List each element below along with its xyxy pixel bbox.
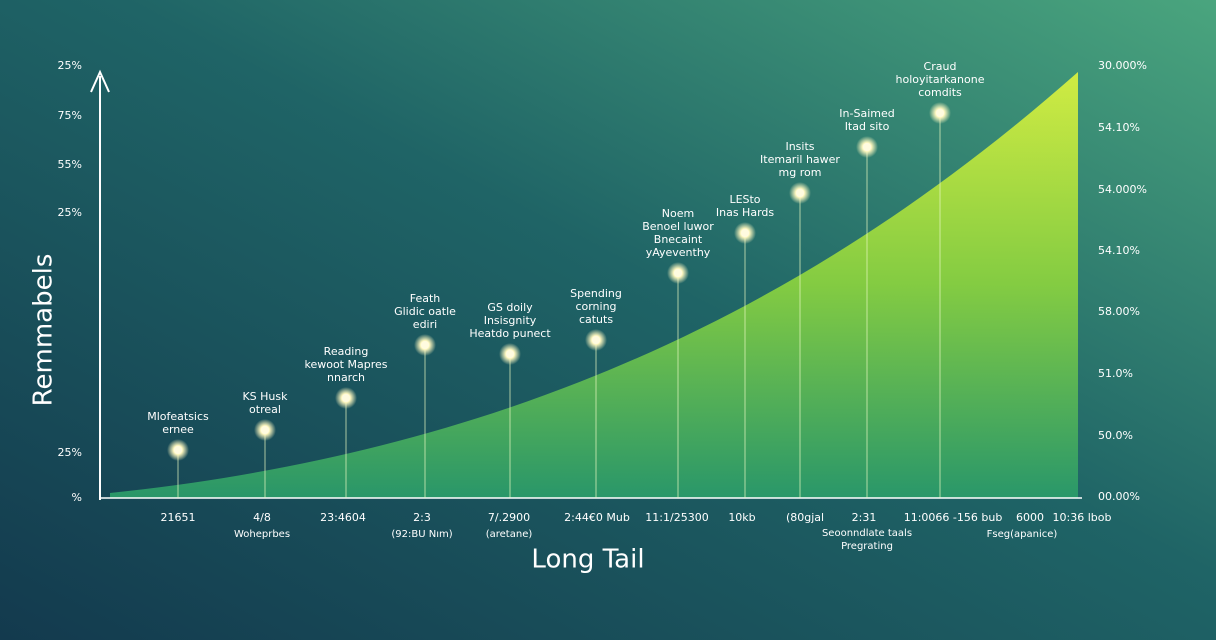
right-axis-label: 54.10% (1098, 244, 1140, 257)
right-axis-label: 58.00% (1098, 305, 1140, 318)
callout-point (174, 446, 182, 454)
callout-label: Noem (662, 207, 694, 220)
callout-label: holoyitarkanone (896, 73, 985, 86)
long-tail-curve (110, 72, 1078, 498)
callout-label: Spending (570, 287, 622, 300)
callout-label: Inas Hards (716, 206, 775, 219)
x-sublabel: Seoonndlate taals (822, 528, 912, 539)
callout-label: ediri (413, 318, 437, 331)
left-axis-label: % (72, 491, 82, 504)
x-label: 7/.2900 (488, 511, 530, 524)
callout-label: KS Husk (242, 390, 288, 403)
callout-label: Heatdo punect (469, 327, 551, 340)
callout-label: otreal (249, 403, 281, 416)
callout-point (506, 350, 514, 358)
right-axis-label: 54.10% (1098, 121, 1140, 134)
left-axis-label: 25% (58, 206, 82, 219)
x-label: 11:0066 -156 bub (904, 511, 1003, 524)
x-axis-title: Long Tail (531, 545, 644, 575)
callout-point (796, 189, 804, 197)
callout-label: mg rom (779, 166, 822, 179)
callout-point (936, 109, 944, 117)
callout-label: kewoot Mapres (304, 358, 387, 371)
right-axis-label: 54.000% (1098, 183, 1147, 196)
callout-point (741, 229, 749, 237)
right-axis-label: 51.0% (1098, 367, 1133, 380)
callout-point (261, 426, 269, 434)
x-label: 2:3 (413, 511, 431, 524)
x-sublabel: Woheprbes (234, 529, 290, 540)
callout-label: yAyeventhy (646, 246, 711, 259)
callout-label: corning (575, 300, 616, 313)
x-label: 10:36 lbob (1053, 511, 1112, 524)
x-label: 6000 (1016, 511, 1044, 524)
x-sublabel: Fseg(apanice) (987, 529, 1058, 540)
callout-label: Insits (785, 140, 814, 153)
y-axis-arrow (90, 69, 110, 93)
callout-label: nnarch (327, 371, 365, 384)
callout-label: Itemaril hawer (760, 153, 840, 166)
callout-label: Craud (924, 60, 957, 73)
callout-label: Feath (410, 292, 441, 305)
callout-label: Mlofeatsics (147, 410, 209, 423)
x-label: 2:44€0 Mub (564, 511, 630, 524)
right-axis-label: 00.00% (1098, 490, 1140, 503)
x-sublabel: (aretane) (486, 529, 533, 540)
x-label: 10kb (728, 511, 755, 524)
callout-point (342, 394, 350, 402)
callout-label: ernee (162, 423, 194, 436)
left-axis-label: 25% (58, 446, 82, 459)
x-label: 2:31 (852, 511, 877, 524)
callout-label: Glidic oatle (394, 305, 456, 318)
callout-label: catuts (579, 313, 613, 326)
callout-label: GS doily (487, 301, 533, 314)
x-label: 4/8 (253, 511, 271, 524)
y-axis-title: Remmabels (29, 254, 59, 407)
x-label: 23:4604 (320, 511, 366, 524)
right-axis-label: 30.000% (1098, 59, 1147, 72)
callout-point (863, 143, 871, 151)
left-axis-label: 75% (58, 109, 82, 122)
x-sublabel: (92:BU Nım) (391, 529, 452, 540)
x-label: 21651 (161, 511, 196, 524)
callout-label: Insisgnity (484, 314, 537, 327)
callout-label: Reading (324, 345, 369, 358)
callout-point (592, 336, 600, 344)
callout-label: Benoel luwor (642, 220, 714, 233)
x-label: (80gjal (786, 511, 824, 524)
left-axis-label: 55% (58, 158, 82, 171)
callout-label: Itad sito (845, 120, 890, 133)
callout-label: comdits (918, 86, 962, 99)
right-axis-label: 50.0% (1098, 429, 1133, 442)
callout-point (674, 269, 682, 277)
callout-label: Bnecaint (654, 233, 703, 246)
callout-label: In-Saimed (839, 107, 894, 120)
x-sublabel: Pregrating (841, 541, 893, 552)
callout-point (421, 341, 429, 349)
left-axis-label: 25% (58, 59, 82, 72)
x-label: 11:1/25300 (645, 511, 708, 524)
callout-label: LESto (729, 193, 760, 206)
